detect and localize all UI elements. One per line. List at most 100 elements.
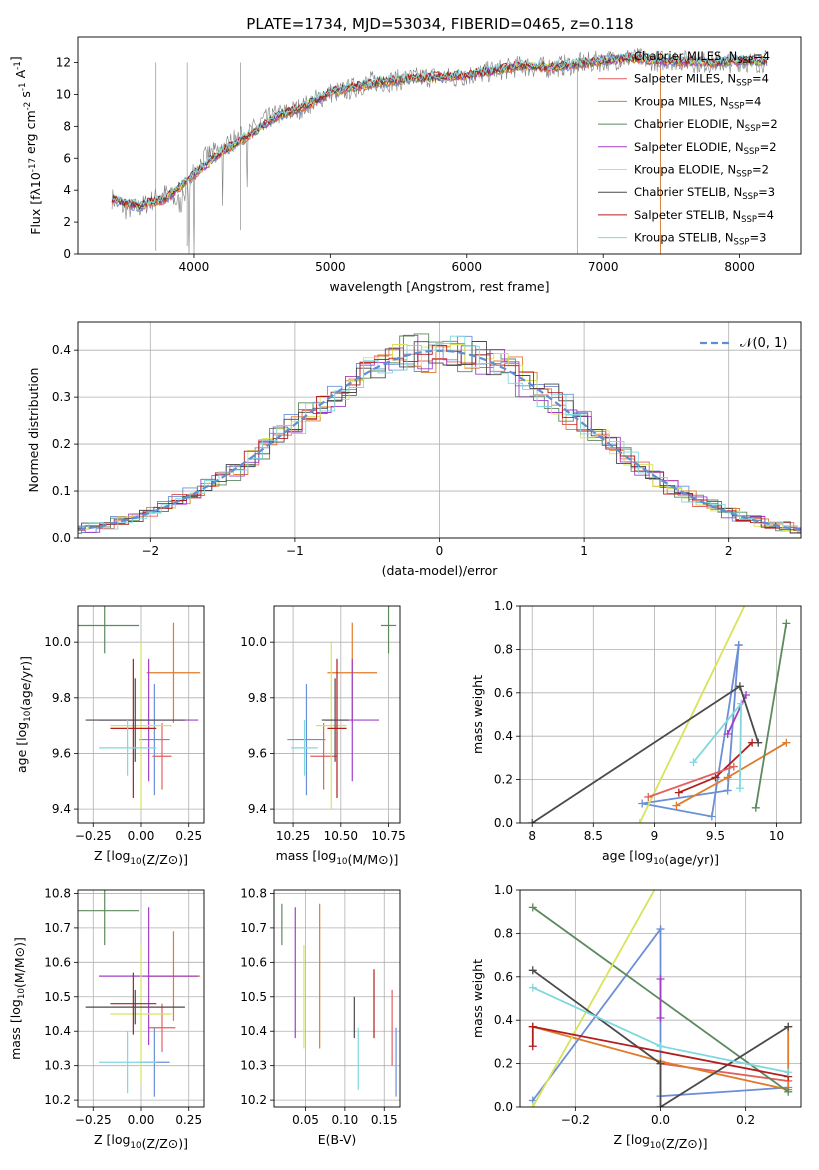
tick-label-y: 9.4 xyxy=(52,802,71,816)
tick-label-y: 0.0 xyxy=(52,531,71,545)
plot-area xyxy=(274,606,400,823)
tick-label-y: 10.4 xyxy=(240,1024,267,1038)
tick-label-x: 0.25 xyxy=(175,1113,202,1127)
tick-label-y: 12 xyxy=(56,56,71,70)
tick-label-y: 0.2 xyxy=(52,437,71,451)
tick-label-y: 8 xyxy=(63,119,71,133)
label-fragment: Z [log xyxy=(94,848,130,863)
label-fragment: 10 xyxy=(23,711,33,722)
label-fragment: 10 xyxy=(17,988,27,999)
label-fragment: )] xyxy=(389,852,399,867)
mass-weight-marker xyxy=(656,974,665,983)
mass-weight-marker xyxy=(528,1103,537,1107)
tick-label-y: 0.2 xyxy=(494,1057,513,1071)
label-fragment: mass [log xyxy=(8,999,23,1060)
mass-weight-marker xyxy=(528,819,537,823)
mass-weight-marker xyxy=(528,983,537,992)
legend-label: Salpeter ELODIE, NSSP=2 xyxy=(634,140,777,157)
tick-label-x: 10 xyxy=(769,829,784,843)
tick-label-y: 10.4 xyxy=(44,1024,71,1038)
label-fragment: s xyxy=(18,91,33,102)
mass-weight-marker xyxy=(723,730,732,739)
tick-label-x: 9 xyxy=(651,829,659,843)
mass-weight-marker xyxy=(656,1059,665,1068)
tick-label-y: 0.0 xyxy=(494,1100,513,1114)
tick-label-y: 1.0 xyxy=(494,599,513,613)
x-axis-label: age [log10(age/yr)] xyxy=(602,848,719,867)
tick-label-x: 0.25 xyxy=(175,829,202,843)
label-fragment: 10 xyxy=(28,172,43,188)
tick-label-x: 6000 xyxy=(452,260,483,274)
label-fragment: A xyxy=(13,69,28,82)
tick-label-x: 7000 xyxy=(588,260,619,274)
mass-weight-marker xyxy=(723,786,732,795)
label-fragment: (Z/Z xyxy=(142,1136,168,1151)
label-fragment: (Z/Z xyxy=(661,1136,687,1151)
mass-weight-marker xyxy=(656,925,665,934)
label-fragment: λ xyxy=(28,188,43,196)
label-fragment: -17 xyxy=(28,158,38,172)
mass-weight-marker xyxy=(735,682,744,691)
tick-label-x: 4000 xyxy=(179,260,210,274)
mass-weight-marker xyxy=(751,803,760,812)
tick-label-y: 10.2 xyxy=(240,1093,267,1107)
label-fragment: (data-model)/error xyxy=(382,563,499,578)
tick-label-y: 0.3 xyxy=(52,390,71,404)
mass-weight-marker xyxy=(707,812,716,821)
mass-weight-line xyxy=(726,694,747,735)
label-fragment: Flux [f xyxy=(28,195,43,235)
tick-label-y: 0 xyxy=(63,247,71,261)
plot-area xyxy=(520,890,801,1107)
legend-label: Kroupa ELODIE, NSSP=2 xyxy=(634,163,769,180)
label-fragment: )] xyxy=(178,852,188,867)
tick-label-x: 1 xyxy=(580,544,588,558)
tick-label-y: 0.6 xyxy=(494,686,513,700)
axes-frame xyxy=(77,605,205,824)
y-axis-label: mass weight xyxy=(470,675,485,754)
tick-label-x: −0.25 xyxy=(75,1113,112,1127)
plot-area xyxy=(520,606,801,823)
tick-label-y: 10.3 xyxy=(44,1059,71,1073)
label-fragment: ⊙ xyxy=(168,1136,178,1151)
label-fragment: wavelength [Angstrom, rest frame] xyxy=(329,279,549,294)
label-fragment: (M/M xyxy=(348,852,379,867)
tick-label-y: 9.4 xyxy=(248,802,267,816)
tick-label-y: 0.2 xyxy=(494,773,513,787)
legend-label: Chabrier ELODIE, NSSP=2 xyxy=(634,117,778,134)
label-fragment: age [log xyxy=(602,848,653,863)
legend-label: Salpeter STELIB, NSSP=4 xyxy=(634,208,774,225)
label-fragment: 10 xyxy=(130,857,141,867)
label-fragment: mass weight xyxy=(470,675,485,754)
tick-label-y: 10.5 xyxy=(240,990,267,1004)
mass-weight-marker xyxy=(672,801,681,810)
x-axis-label: E(B-V) xyxy=(318,1132,357,1147)
mass-weight-marker xyxy=(782,738,791,747)
tick-label-y: 0.8 xyxy=(494,926,513,940)
tick-label-y: 9.8 xyxy=(52,691,71,705)
label-fragment: mass weight xyxy=(470,959,485,1038)
plot-area xyxy=(111,47,768,254)
tick-label-y: 10.7 xyxy=(240,921,267,935)
tick-label-y: 0.4 xyxy=(52,343,71,357)
mass-weight-marker xyxy=(729,762,738,771)
tick-label-y: 10.8 xyxy=(240,886,267,900)
plot-area xyxy=(78,322,801,538)
label-fragment: ⊙ xyxy=(378,852,388,867)
mass-weight-marker xyxy=(528,966,537,975)
tick-label-x: 10.25 xyxy=(276,829,310,843)
tick-label-x: 0.00 xyxy=(128,1113,155,1127)
panel-mass_vs_ebv: 0.05 0.10 0.15 10.2 10.3 10.4 10.5 10.6 10.7 10.8… xyxy=(240,886,401,1147)
panel-spectrum: 4000 5000 6000 7000 8000 0 2 4 6 8 10 12 wavelength … xyxy=(8,36,802,294)
mass-weight-marker xyxy=(784,1068,793,1077)
tick-label-x: 2 xyxy=(725,544,733,558)
panel-massweight_vs_Z: −0.2 0.0 0.2 0.0 0.2 0.4 0.6 0.8 1.0 Z [log10(Z/Z… xyxy=(470,883,802,1151)
tick-label-x: 9.5 xyxy=(706,829,725,843)
axes-frame xyxy=(273,605,401,824)
tick-label-y: 0.4 xyxy=(494,729,513,743)
model-spectrum-line xyxy=(111,51,768,208)
tick-label-y: 10.2 xyxy=(44,1093,71,1107)
y-axis-label: age [log10(age/yr)] xyxy=(14,656,33,773)
residual-histogram xyxy=(78,341,801,534)
tick-label-y: 10.0 xyxy=(44,635,71,649)
